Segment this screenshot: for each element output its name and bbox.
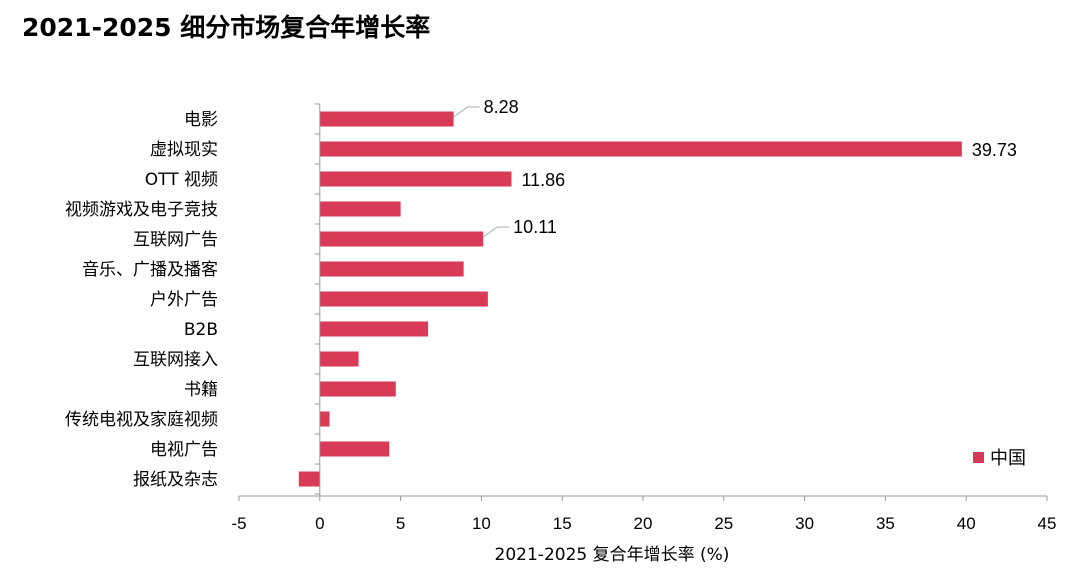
x-tick-label: 45 xyxy=(1038,514,1057,533)
data-labels: 8.28 39.73 11.86 10.11 xyxy=(453,97,1017,238)
bar xyxy=(319,201,401,217)
bar xyxy=(319,261,464,277)
data-label: 8.28 xyxy=(484,97,519,117)
category-label: 传统电视及家庭视频 xyxy=(65,410,218,430)
x-tick-labels: -5 0 5 10 15 20 25 30 35 40 45 xyxy=(231,514,1056,533)
bar xyxy=(319,111,454,127)
category-label: 视频游戏及电子竞技 xyxy=(65,200,218,220)
x-axis-ticks xyxy=(238,496,1048,501)
category-label: 户外广告 xyxy=(150,290,218,310)
page-title: 2021-2025 细分市场复合年增长率 xyxy=(22,13,431,42)
x-tick-label: 25 xyxy=(714,514,733,533)
category-label: B2B xyxy=(184,320,218,340)
category-label: 音乐、广播及播客 xyxy=(82,260,218,280)
bar xyxy=(319,231,484,247)
bar xyxy=(319,381,396,397)
x-tick-label: 5 xyxy=(396,514,405,533)
x-tick-label: 0 xyxy=(315,514,324,533)
category-label: 互联网广告 xyxy=(133,230,218,250)
data-label: 10.11 xyxy=(513,217,557,237)
x-tick-label: 40 xyxy=(957,514,976,533)
category-label: 虚拟现实 xyxy=(150,140,218,160)
category-label: 电影 xyxy=(184,110,218,130)
category-label: 互联网接入 xyxy=(133,350,218,370)
bar xyxy=(319,351,359,367)
bar xyxy=(298,471,320,487)
legend-swatch xyxy=(973,452,984,463)
data-label: 39.73 xyxy=(972,140,1017,160)
bars-group xyxy=(298,111,962,487)
category-label: 电视广告 xyxy=(150,440,218,460)
x-tick-label: 15 xyxy=(553,514,572,533)
x-tick-label: 10 xyxy=(472,514,491,533)
bar xyxy=(319,171,512,187)
leader-line xyxy=(482,226,510,238)
y-axis-ticks xyxy=(314,103,320,495)
bar xyxy=(319,411,330,427)
legend-label: 中国 xyxy=(990,448,1026,469)
leader-line xyxy=(453,106,480,118)
x-tick-label: -5 xyxy=(231,514,246,533)
x-tick-label: 35 xyxy=(876,514,895,533)
category-label: 书籍 xyxy=(184,380,218,400)
x-tick-label: 30 xyxy=(795,514,814,533)
bar xyxy=(319,441,390,457)
category-label: OTT 视频 xyxy=(145,170,218,190)
bar xyxy=(319,291,488,307)
legend: 中国 xyxy=(973,448,1026,469)
x-tick-label: 20 xyxy=(634,514,653,533)
bar xyxy=(319,141,962,157)
x-axis-title: 2021-2025 复合年增长率 (%) xyxy=(495,545,730,565)
data-label: 11.86 xyxy=(521,170,565,190)
bar xyxy=(319,321,429,337)
category-label: 报纸及杂志 xyxy=(133,470,218,490)
